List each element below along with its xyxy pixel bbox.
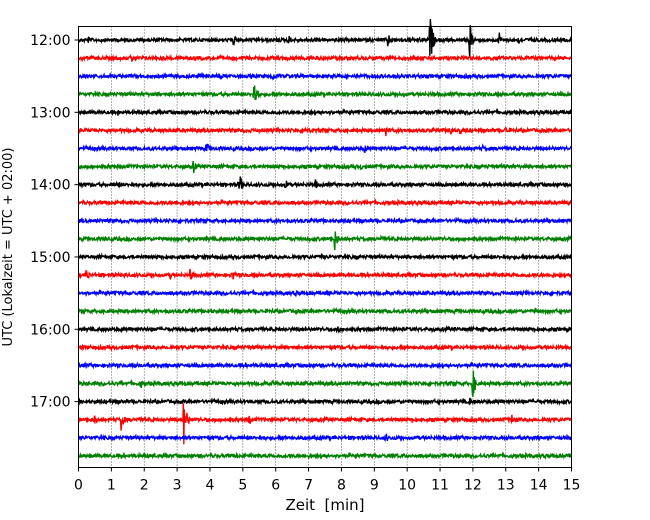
x-axis: 0 1 2 3 4 5 6 7 8 9 10 11 12 13 14 15 (74, 467, 581, 494)
x-tick-label: 3 (173, 478, 182, 494)
trace-1715 (78, 403, 573, 445)
plot-frame (78, 26, 572, 468)
trace-1500 (77, 252, 573, 262)
trace-group (77, 19, 573, 461)
trace-1245 (78, 85, 573, 101)
x-tick-label: 7 (304, 478, 313, 494)
trace-1645 (77, 370, 572, 397)
trace-1700 (77, 397, 572, 407)
trace-1345 (77, 160, 572, 174)
trace-1430 (77, 216, 573, 226)
x-tick-label: 0 (74, 478, 83, 494)
x-tick-label: 6 (271, 478, 280, 494)
trace-1600 (77, 324, 572, 335)
trace-1215 (77, 53, 572, 63)
trace-1230 (77, 71, 573, 81)
trace-1200 (77, 19, 573, 58)
y-axis: 12:00 13:00 14:00 15:00 16:00 17:00 (30, 33, 79, 411)
x-tick-label: 12 (464, 478, 482, 494)
trace-1330 (77, 143, 573, 154)
x-tick-label: 10 (398, 478, 416, 494)
x-tick-label: 9 (370, 478, 379, 494)
y-tick-label: 15:00 (30, 250, 70, 266)
x-tick-label: 2 (140, 478, 149, 494)
trace-1315 (77, 126, 573, 137)
x-tick-label: 14 (530, 478, 548, 494)
x-tick-label: 5 (238, 478, 247, 494)
y-axis-title: UTC (Lokalzeit = UTC + 02:00) (1, 148, 16, 347)
trace-1400 (78, 176, 573, 189)
trace-1745 (77, 451, 572, 461)
trace-1300 (77, 107, 573, 117)
x-tick-label: 4 (206, 478, 215, 494)
trace-1615 (78, 342, 572, 352)
trace-1445 (77, 231, 573, 251)
y-tick-label: 12:00 (30, 33, 70, 49)
x-tick-label: 8 (337, 478, 346, 494)
trace-1545 (77, 306, 573, 316)
x-tick-label: 15 (563, 478, 581, 494)
trace-1515 (77, 268, 573, 281)
trace-1630 (77, 361, 573, 370)
y-tick-label: 17:00 (30, 395, 70, 411)
trace-1530 (77, 288, 573, 298)
trace-1415 (77, 198, 573, 208)
x-tick-label: 1 (107, 478, 116, 494)
trace-1730 (77, 433, 573, 443)
y-tick-label: 16:00 (30, 322, 70, 338)
x-tick-label: 11 (431, 478, 449, 494)
x-axis-title: Zeit [min] (285, 496, 364, 514)
y-tick-label: 14:00 (30, 178, 70, 194)
y-tick-label: 13:00 (30, 105, 70, 121)
x-tick-label: 13 (497, 478, 515, 494)
